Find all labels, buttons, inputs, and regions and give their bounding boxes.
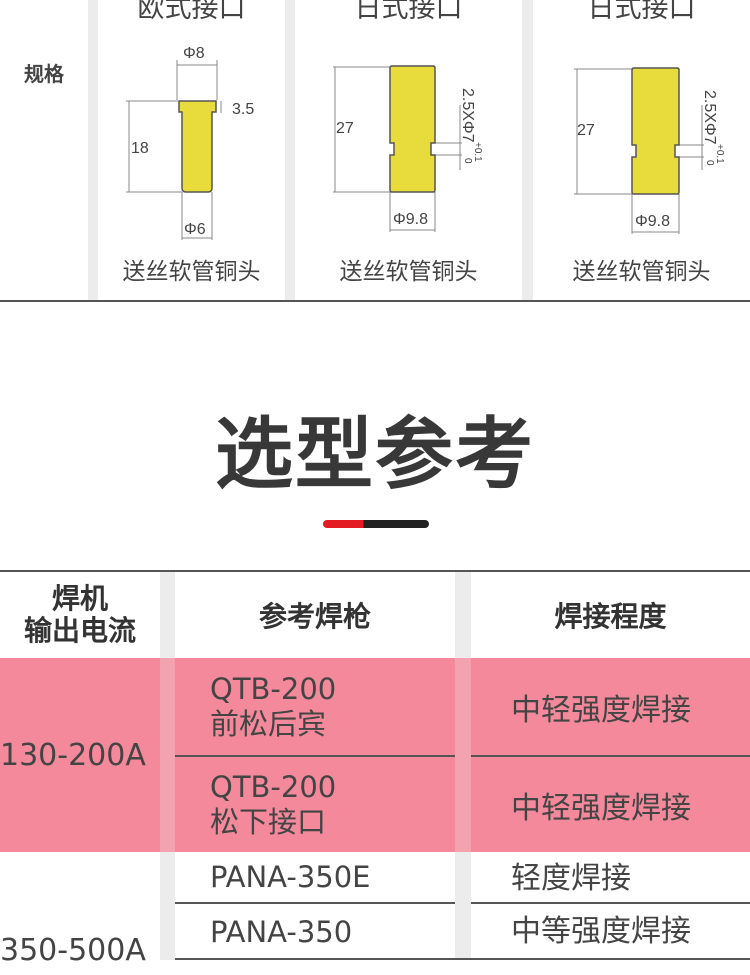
gun-cell: QTB-200 前松后宾	[175, 658, 455, 755]
dim-bottom-dia: Φ6	[184, 221, 206, 238]
level-cell: 中等强度焊接	[511, 914, 691, 949]
row-divider	[175, 755, 455, 757]
panel-caption: 送丝软管铜头	[122, 259, 261, 285]
column-divider	[455, 658, 471, 852]
section-title: 选型参考	[214, 410, 535, 500]
level-cell: 轻度焊接	[511, 860, 631, 896]
dim-tol-lower: 0	[462, 158, 473, 164]
row-divider	[471, 902, 750, 904]
spec-label: 规格	[24, 62, 64, 86]
dim-head: 3.5	[232, 101, 254, 118]
dim-top-dia: Φ8	[183, 45, 205, 62]
dim-dia: Φ9.8	[393, 211, 428, 228]
panel-title-japanese-1: 日式接口	[354, 0, 463, 24]
title-accent-bar	[323, 520, 429, 528]
dim-length: 18	[131, 140, 149, 157]
row-divider	[471, 755, 750, 757]
section-divider	[0, 300, 750, 302]
japanese-head-shape-2	[631, 67, 680, 195]
gun-cell: PANA-350	[210, 915, 353, 949]
spec-drawings: Φ8 3.5 18 Φ6 27 Φ9.8 2.5XΦ7 +0.1 0 27 Φ9…	[126, 45, 725, 240]
column-divider	[522, 0, 533, 300]
copper-head-shapes	[178, 65, 680, 195]
japanese-head-shape-1	[389, 65, 436, 193]
gun-cell: PANA-350E	[210, 860, 371, 894]
dim-groove: 2.5XΦ7	[459, 88, 476, 143]
dim-tol-lower: 0	[704, 160, 715, 166]
current-cell: 350-500A	[0, 932, 146, 968]
dim-tol-upper: +0.1	[472, 142, 483, 162]
panel-title-japanese-2: 日式接口	[587, 0, 696, 24]
row-divider	[175, 902, 455, 904]
dim-tol-upper: +0.1	[714, 144, 725, 164]
table-top-border	[0, 570, 750, 572]
column-divider	[285, 0, 295, 300]
panel-caption: 送丝软管铜头	[339, 259, 478, 285]
header-level: 焊接程度	[554, 600, 667, 633]
current-cell: 130-200A	[0, 658, 160, 852]
gun-cell: QTB-200 松下接口	[175, 757, 455, 852]
dim-dia: Φ9.8	[635, 213, 670, 230]
dim-length: 27	[577, 122, 595, 139]
header-current: 焊机 输出电流	[23, 582, 136, 647]
european-head-shape	[178, 100, 217, 193]
panel-title-european: 欧式接口	[137, 0, 246, 24]
row-divider	[175, 958, 750, 960]
header-gun: 参考焊枪	[258, 600, 371, 633]
dim-groove: 2.5XΦ7	[701, 90, 718, 145]
dim-length: 27	[336, 120, 354, 137]
panel-caption: 送丝软管铜头	[572, 259, 711, 285]
level-cell: 中轻强度焊接	[471, 757, 750, 852]
column-divider	[160, 658, 175, 852]
column-divider	[88, 0, 98, 300]
level-cell: 中轻强度焊接	[471, 658, 750, 755]
